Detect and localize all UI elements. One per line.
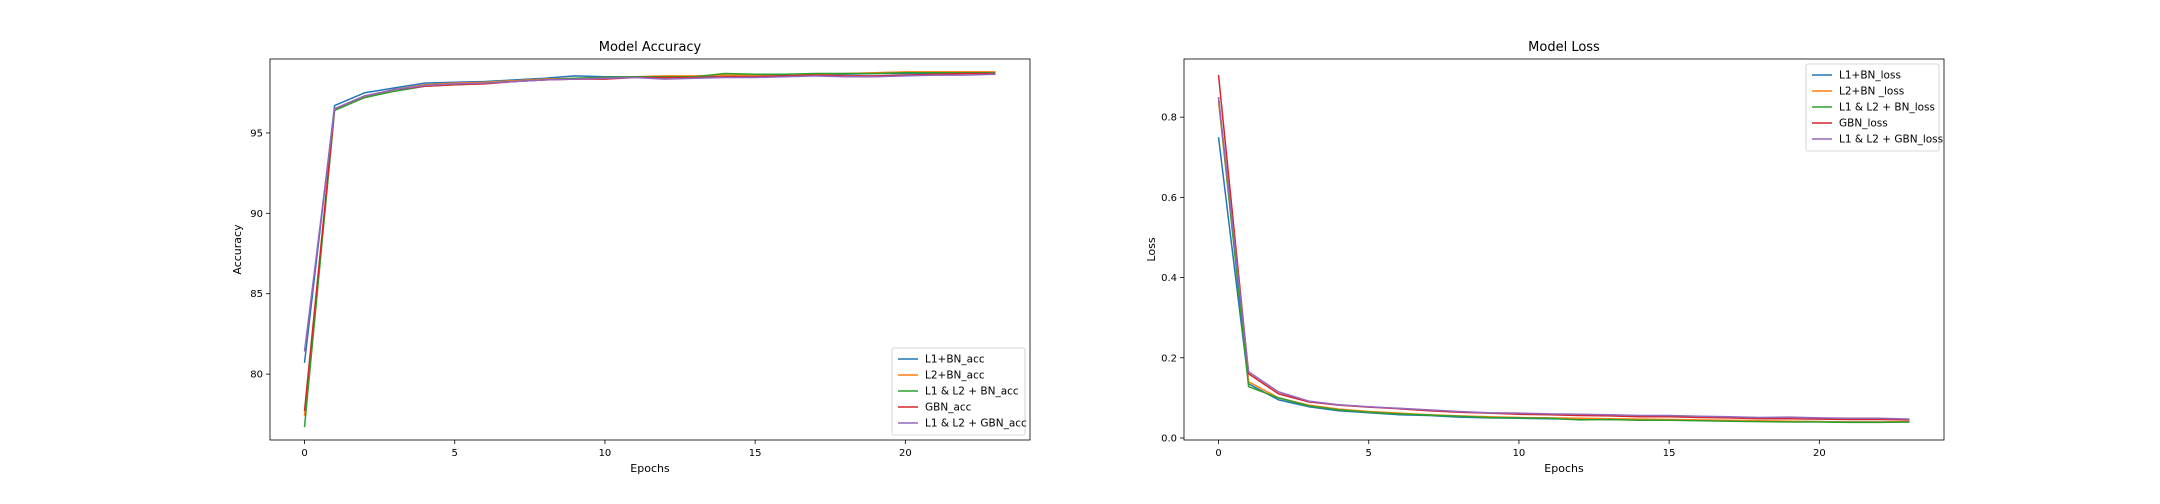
- y-tick-label: 85: [250, 289, 263, 300]
- x-tick-label: 15: [1663, 448, 1676, 459]
- legend-label-3: GBN_acc: [925, 402, 972, 414]
- y-tick-label: 95: [250, 128, 263, 139]
- x-tick-label: 10: [599, 448, 612, 459]
- legend: L1+BN_loss L2+BN _loss L1 & L2 + BN_loss GB…: [1805, 63, 1943, 152]
- x-tick-label: 15: [749, 448, 762, 459]
- plot-frame: [1183, 58, 1945, 441]
- x-tick-label: 10: [1513, 448, 1526, 459]
- legend-label-0: L1+BN_acc: [925, 354, 985, 366]
- plot-frame: [269, 58, 1031, 441]
- x-tick-label: 20: [899, 448, 912, 459]
- x-tick-label: 20: [1813, 448, 1826, 459]
- legend-box: [1805, 63, 1940, 152]
- y-axis-label: Accuracy: [231, 224, 244, 275]
- legend-label-3: GBN_loss: [1839, 118, 1888, 130]
- y-tick-label: 0.8: [1161, 113, 1177, 124]
- y-axis-label: Loss: [1145, 237, 1158, 261]
- legend-label-2: L1 & L2 + BN_loss: [1839, 102, 1935, 114]
- y-tick-label: 90: [250, 209, 263, 220]
- legend-label-1: L2+BN _loss: [1839, 86, 1904, 98]
- legend-box: [891, 347, 1026, 436]
- series-line-4: [1217, 97, 1910, 420]
- series-line-4: [303, 73, 996, 352]
- legend-label-2: L1 & L2 + BN_acc: [925, 386, 1019, 398]
- legend-label-1: L2+BN_acc: [925, 370, 985, 382]
- legend-label-4: L1 & L2 + GBN_acc: [925, 418, 1027, 430]
- x-axis-label: Epochs: [630, 462, 670, 475]
- y-tick-label: 0.0: [1161, 433, 1177, 444]
- x-tick-label: 5: [452, 448, 458, 459]
- chart-title: Model Accuracy: [599, 40, 702, 55]
- legend-label-4: L1 & L2 + GBN_loss: [1839, 134, 1943, 146]
- series-line-0: [1217, 137, 1910, 423]
- y-tick-label: 80: [250, 370, 263, 381]
- x-axis-label: Epochs: [1544, 462, 1584, 475]
- x-tick-label: 0: [1215, 448, 1221, 459]
- series-line-2: [1217, 97, 1910, 424]
- legend: L1+BN_acc L2+BN_acc L1 & L2 + BN_acc GBN_ac…: [891, 347, 1027, 436]
- y-tick-label: 0.6: [1161, 193, 1177, 204]
- legend-label-0: L1+BN_loss: [1839, 70, 1901, 82]
- y-tick-label: 0.2: [1161, 353, 1177, 364]
- x-tick-label: 0: [301, 448, 307, 459]
- x-tick-label: 5: [1366, 448, 1372, 459]
- y-tick-label: 0.4: [1161, 273, 1177, 284]
- chart-title: Model Loss: [1528, 40, 1600, 55]
